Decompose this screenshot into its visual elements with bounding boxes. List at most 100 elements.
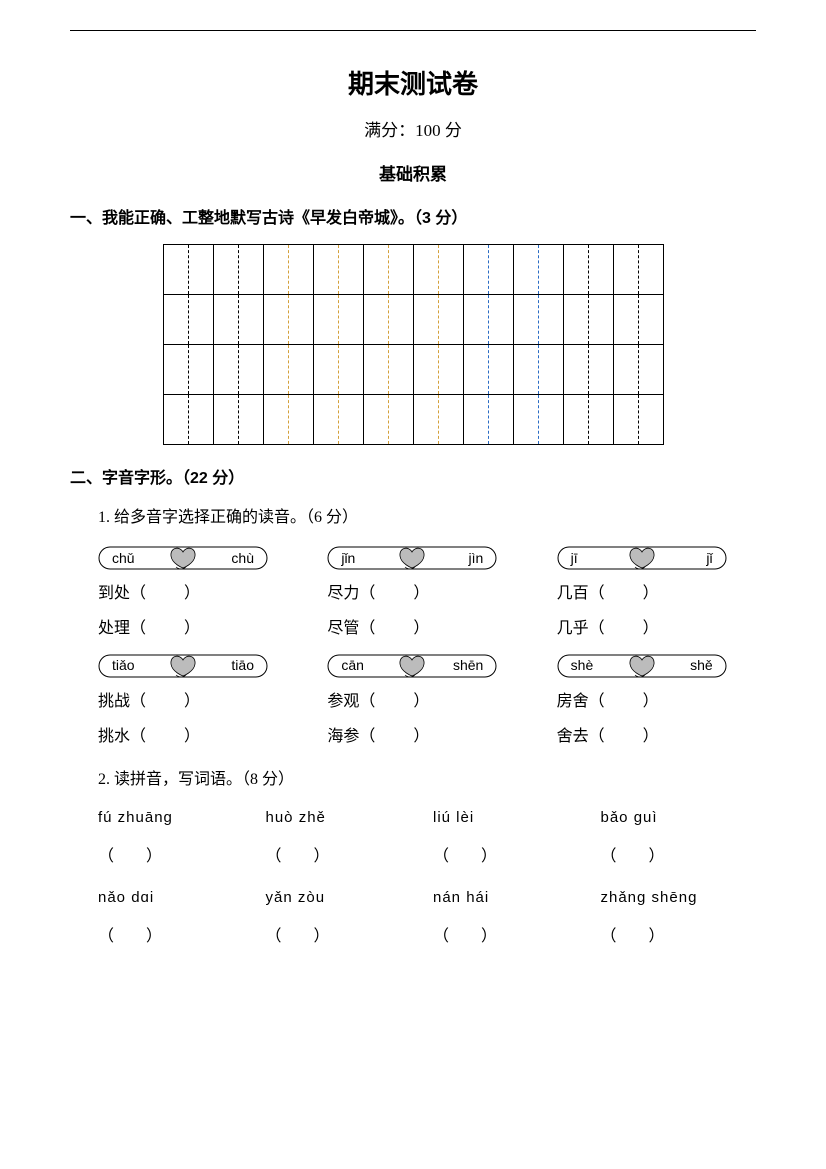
pinyin-label: liú lèi <box>433 804 589 831</box>
writing-cell <box>463 394 513 444</box>
writing-cell <box>463 294 513 344</box>
answer-blank[interactable]: （ ） <box>359 693 431 710</box>
pinyin-label: bǎo guì <box>601 804 757 831</box>
pinyin-opt: jìn <box>469 546 484 571</box>
answer-blank[interactable]: （ ） <box>589 620 661 637</box>
writing-cell <box>163 344 213 394</box>
answer-blank[interactable]: （ ） <box>130 620 202 637</box>
pinyin-opt: shè <box>571 653 594 678</box>
writing-cell <box>613 394 663 444</box>
pinyin-word-line: 尽力（ ） <box>327 580 526 609</box>
pinyin-label: yǎn zòu <box>266 884 422 911</box>
answer-blank[interactable]: （ ） <box>359 620 431 637</box>
writing-cell <box>263 244 313 294</box>
write-blank[interactable]: （ ） <box>98 843 254 872</box>
pinyin-label: huò zhě <box>266 804 422 831</box>
pinyin-opt: tiǎo <box>112 653 135 678</box>
answer-blank[interactable]: （ ） <box>589 728 661 745</box>
pinyin-word-line: 挑战（ ） <box>98 688 297 717</box>
write-blank[interactable]: （ ） <box>433 923 589 952</box>
writing-cell <box>413 294 463 344</box>
pinyin-opt: shēn <box>453 653 483 678</box>
word: 挑水 <box>98 728 130 745</box>
pinyin-word-line: 参观（ ） <box>327 688 526 717</box>
writing-cell <box>313 294 363 344</box>
writing-cell <box>363 344 413 394</box>
write-blank[interactable]: （ ） <box>98 923 254 952</box>
word: 尽管 <box>327 620 359 637</box>
writing-cell <box>563 394 613 444</box>
pinyin-label: fú zhuāng <box>98 804 254 831</box>
pinyin-word-line: 挑水（ ） <box>98 723 297 752</box>
answer-blank[interactable]: （ ） <box>130 728 202 745</box>
word: 参观 <box>327 693 359 710</box>
write-blank[interactable]: （ ） <box>601 843 757 872</box>
pinyin-opt: jǐn <box>341 546 355 571</box>
pinyin-pill: chǔchù <box>98 542 297 574</box>
word: 几百 <box>557 585 589 602</box>
writing-cell <box>213 294 263 344</box>
answer-blank[interactable]: （ ） <box>589 693 661 710</box>
writing-grid-wrap <box>70 244 756 445</box>
word: 处理 <box>98 620 130 637</box>
writing-cell <box>513 244 563 294</box>
write-blank[interactable]: （ ） <box>266 923 422 952</box>
pinyin-select-grid: chǔchù jǐnjìn jījǐ到处（ ）尽力（ ）几百（ ）处理（ ）尽管… <box>98 542 756 751</box>
pinyin-word-line: 尽管（ ） <box>327 615 526 644</box>
pinyin-pill: cānshēn <box>327 650 526 682</box>
write-blank[interactable]: （ ） <box>601 923 757 952</box>
writing-cell <box>613 294 663 344</box>
pinyin-pill: jī jǐ <box>557 542 756 574</box>
pinyin-pill: tiǎo tiāo <box>98 650 297 682</box>
pinyin-word-line: 海参（ ） <box>327 723 526 752</box>
answer-blank[interactable]: （ ） <box>359 585 431 602</box>
write-blank[interactable]: （ ） <box>266 843 422 872</box>
writing-cell <box>263 294 313 344</box>
pinyin-opt: tiāo <box>231 653 254 678</box>
writing-cell <box>513 294 563 344</box>
writing-cell <box>363 244 413 294</box>
pinyin-label: nǎo dɑi <box>98 884 254 911</box>
writing-cell <box>263 344 313 394</box>
pinyin-label: nán hái <box>433 884 589 911</box>
word: 海参 <box>327 728 359 745</box>
writing-cell <box>613 344 663 394</box>
writing-cell <box>213 394 263 444</box>
writing-cell <box>413 244 463 294</box>
write-blank[interactable]: （ ） <box>433 843 589 872</box>
writing-cell <box>463 344 513 394</box>
writing-cell <box>313 344 363 394</box>
writing-cell <box>163 394 213 444</box>
pinyin-write-grid: fú zhuāng huò zhě liú lèi bǎo guì （ ） （ ） （ ） （… <box>98 804 756 952</box>
writing-cell <box>213 344 263 394</box>
answer-blank[interactable]: （ ） <box>359 728 431 745</box>
writing-grid <box>163 244 664 445</box>
answer-blank[interactable]: （ ） <box>130 693 202 710</box>
writing-cell <box>313 244 363 294</box>
answer-blank[interactable]: （ ） <box>589 585 661 602</box>
section-label: 基础积累 <box>70 160 756 191</box>
pinyin-opt: jī <box>571 546 578 571</box>
pinyin-label: zhǎng shēng <box>601 884 757 911</box>
pinyin-word-line: 舍去（ ） <box>557 723 756 752</box>
writing-cell <box>263 394 313 444</box>
answer-blank[interactable]: （ ） <box>130 585 202 602</box>
pinyin-opt: jǐ <box>706 546 712 571</box>
doc-subtitle: 满分：100 分 <box>70 116 756 147</box>
writing-cell <box>163 244 213 294</box>
pinyin-word-line: 房舍（ ） <box>557 688 756 717</box>
writing-cell <box>513 344 563 394</box>
writing-cell <box>363 394 413 444</box>
writing-cell <box>463 244 513 294</box>
pinyin-word-line: 几乎（ ） <box>557 615 756 644</box>
pinyin-opt: shě <box>690 653 713 678</box>
pinyin-pill: shè shě <box>557 650 756 682</box>
q1-heading: 一、我能正确、工整地默写古诗《早发白帝城》。（3 分） <box>70 205 756 234</box>
q2-sub1-label: 1. 给多音字选择正确的读音。（6 分） <box>98 504 756 533</box>
writing-cell <box>313 394 363 444</box>
pinyin-word-line: 处理（ ） <box>98 615 297 644</box>
pinyin-word-line: 几百（ ） <box>557 580 756 609</box>
writing-cell <box>163 294 213 344</box>
pinyin-word-line: 到处（ ） <box>98 580 297 609</box>
writing-cell <box>613 244 663 294</box>
